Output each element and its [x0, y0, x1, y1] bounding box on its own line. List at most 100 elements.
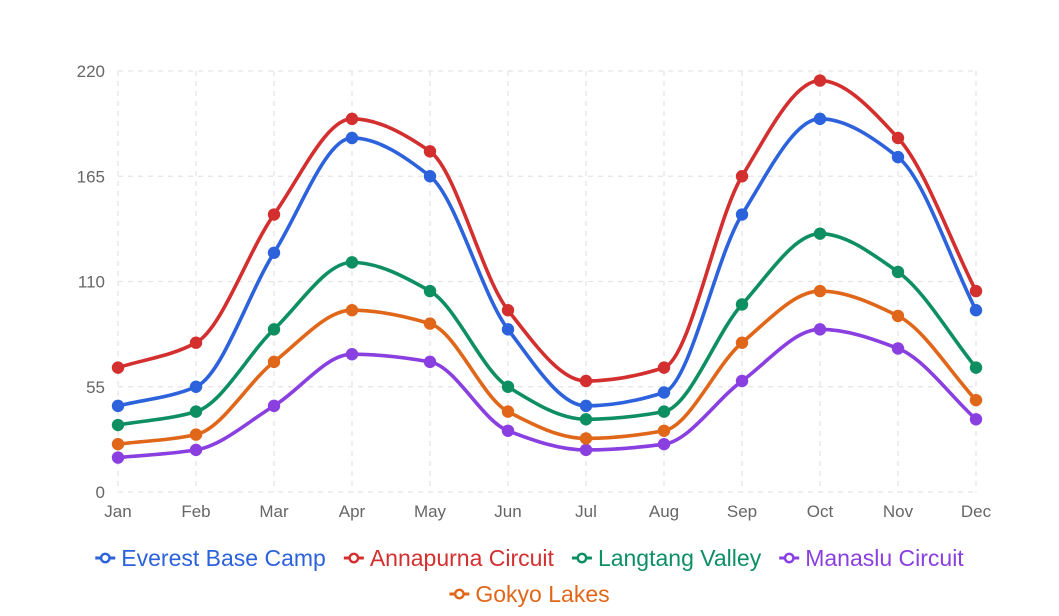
data-point[interactable] [111, 361, 125, 374]
data-point[interactable] [267, 208, 281, 221]
data-point[interactable] [891, 309, 905, 323]
data-point[interactable] [657, 437, 671, 451]
data-point[interactable] [969, 304, 983, 317]
data-point[interactable] [111, 399, 125, 413]
data-point[interactable] [735, 170, 749, 183]
y-tick-label: 110 [78, 273, 105, 292]
data-point[interactable] [969, 284, 983, 298]
legend-marker-icon [783, 552, 795, 564]
data-point[interactable] [501, 424, 515, 437]
data-point[interactable] [345, 348, 359, 361]
data-point[interactable] [345, 256, 359, 269]
data-point[interactable] [423, 317, 437, 330]
x-tick-label: Dec [961, 502, 992, 521]
series-gokyo-lakes [111, 284, 983, 451]
y-tick-label: 165 [77, 167, 105, 186]
legend-marker-icon [99, 552, 111, 564]
legend-label: Langtang Valley [598, 545, 762, 571]
data-point[interactable] [345, 112, 359, 126]
data-point[interactable] [501, 304, 515, 317]
data-point[interactable] [579, 399, 593, 413]
data-point[interactable] [891, 265, 905, 279]
data-point[interactable] [813, 284, 827, 298]
data-point[interactable] [189, 405, 203, 418]
data-point[interactable] [345, 131, 359, 145]
data-point[interactable] [423, 355, 437, 369]
legend-label: Manaslu Circuit [805, 545, 964, 571]
x-tick-label: Apr [339, 502, 366, 521]
x-axis-ticks: Jan Feb Mar Apr May Jun Jul Aug Sep Oct Nov Dec [104, 502, 991, 521]
x-tick-label: Mar [259, 502, 289, 521]
series-langtang-valley [111, 227, 983, 432]
legend-marker-icon [453, 588, 465, 600]
data-point[interactable] [579, 374, 593, 388]
data-point[interactable] [267, 246, 281, 259]
x-tick-label: Nov [883, 502, 914, 521]
y-tick-label: 55 [86, 378, 105, 397]
x-tick-label: Oct [807, 502, 834, 521]
data-point[interactable] [579, 432, 593, 445]
data-point[interactable] [969, 413, 983, 426]
data-point[interactable] [501, 323, 515, 336]
data-point[interactable] [813, 227, 827, 240]
data-point[interactable] [501, 380, 515, 393]
data-point[interactable] [813, 74, 827, 87]
data-point[interactable] [657, 361, 671, 374]
data-point[interactable] [969, 361, 983, 374]
data-point[interactable] [891, 150, 905, 164]
legend-item[interactable]: Annapurna Circuit [343, 545, 555, 571]
data-point[interactable] [657, 405, 671, 418]
data-point[interactable] [891, 342, 905, 355]
data-point[interactable] [423, 145, 437, 158]
data-point[interactable] [735, 374, 749, 388]
series-line [116, 289, 978, 446]
series-everest-base-camp [111, 112, 983, 413]
y-tick-label: 0 [96, 483, 105, 502]
x-tick-label: Jul [575, 502, 597, 521]
legend-marker-icon [576, 552, 588, 564]
data-point[interactable] [579, 413, 593, 426]
data-point[interactable] [111, 451, 125, 464]
data-point[interactable] [189, 336, 203, 349]
data-point[interactable] [735, 298, 749, 311]
series-manaslu-circuit [111, 323, 983, 464]
data-point[interactable] [813, 323, 827, 336]
data-point[interactable] [735, 336, 749, 349]
series-line [116, 327, 978, 460]
data-point[interactable] [501, 405, 515, 418]
data-point[interactable] [657, 424, 671, 437]
legend: Everest Base Camp Annapurna Circuit Langta… [95, 545, 964, 607]
data-point[interactable] [657, 386, 671, 399]
legend-item[interactable]: Gokyo Lakes [449, 581, 610, 607]
data-point[interactable] [813, 112, 827, 126]
series-annapurna-circuit [111, 74, 983, 388]
data-point[interactable] [345, 304, 359, 317]
data-point[interactable] [423, 284, 437, 298]
data-point[interactable] [969, 393, 983, 407]
x-tick-label: Jan [104, 502, 131, 521]
data-point[interactable] [267, 355, 281, 369]
series-layer [111, 74, 983, 464]
x-tick-label: Sep [727, 502, 757, 521]
legend-item[interactable]: Langtang Valley [571, 545, 762, 571]
x-tick-label: Aug [649, 502, 679, 521]
data-point[interactable] [111, 437, 125, 451]
data-point[interactable] [189, 428, 203, 441]
legend-label: Gokyo Lakes [475, 581, 609, 607]
data-point[interactable] [267, 323, 281, 336]
data-point[interactable] [891, 131, 905, 145]
data-point[interactable] [423, 170, 437, 183]
data-point[interactable] [189, 443, 203, 457]
data-point[interactable] [267, 399, 281, 413]
y-tick-label: 220 [77, 62, 105, 81]
data-point[interactable] [579, 443, 593, 457]
x-tick-label: May [414, 502, 447, 521]
y-axis-ticks: 0 55 110 165 220 [77, 62, 105, 502]
x-tick-label: Feb [181, 502, 210, 521]
data-point[interactable] [189, 380, 203, 393]
legend-item[interactable]: Manaslu Circuit [779, 545, 964, 571]
legend-item[interactable]: Everest Base Camp [95, 545, 326, 571]
data-point[interactable] [111, 418, 125, 432]
legend-label: Everest Base Camp [121, 545, 326, 571]
data-point[interactable] [735, 208, 749, 221]
